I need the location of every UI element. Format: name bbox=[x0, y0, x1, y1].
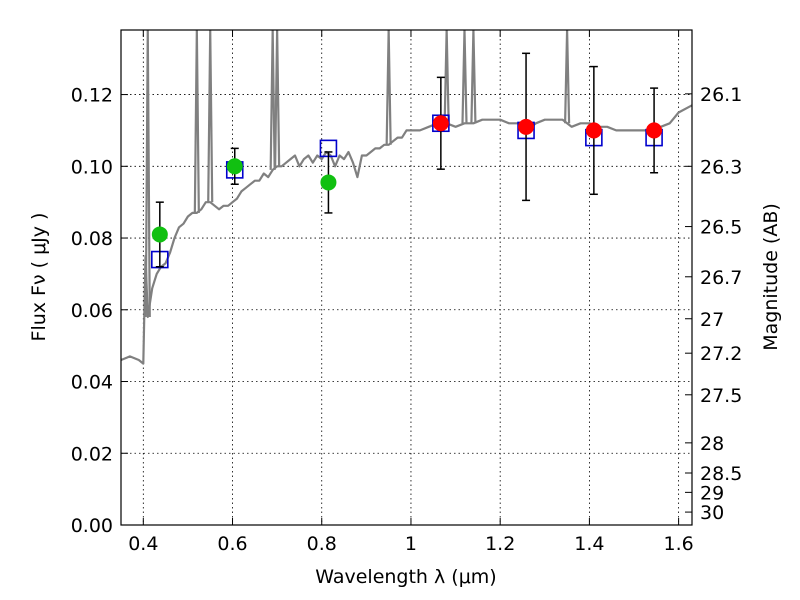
x-tick-label: 1 bbox=[405, 533, 417, 555]
emission-spike bbox=[193, 30, 200, 213]
y2-tick-label: 28.5 bbox=[700, 463, 742, 485]
emission-spike bbox=[144, 30, 151, 317]
x-tick-label: 1.6 bbox=[664, 533, 694, 555]
x-tick-label: 0.8 bbox=[307, 533, 337, 555]
emission-spike bbox=[470, 30, 477, 124]
x-tick-label: 0.6 bbox=[217, 533, 247, 555]
y-tick-label: 0.00 bbox=[71, 515, 113, 537]
y2-axis-label: Magnitude (AB) bbox=[760, 203, 782, 351]
emission-spike bbox=[207, 30, 214, 203]
y2-tick-label: 29 bbox=[700, 482, 724, 504]
grid-lines bbox=[121, 30, 692, 526]
red-data-point bbox=[646, 122, 663, 139]
emission-spike bbox=[443, 30, 450, 124]
y2-tick-label: 27.2 bbox=[700, 343, 742, 365]
y2-tick-label: 26.7 bbox=[700, 267, 742, 289]
y2-tick-label: 26.3 bbox=[700, 156, 742, 178]
y2-tick-label: 26.5 bbox=[700, 217, 742, 239]
x-tick-label: 1.2 bbox=[485, 533, 515, 555]
x-tick-label: 0.4 bbox=[128, 533, 158, 555]
emission-spike bbox=[385, 30, 392, 145]
model-spectrum-line bbox=[121, 104, 692, 365]
y2-tick-label: 27 bbox=[700, 309, 724, 331]
y-tick-label: 0.08 bbox=[71, 228, 113, 250]
green-data-point bbox=[151, 226, 168, 243]
y-axis-label: Flux Fν ( μJy ) bbox=[28, 213, 50, 342]
emission-spike bbox=[461, 30, 468, 124]
y-tick-label: 0.10 bbox=[71, 156, 113, 178]
y2-tick-label: 26.1 bbox=[700, 84, 742, 106]
y-tick-label: 0.12 bbox=[71, 85, 113, 107]
y2-tick-label: 27.5 bbox=[700, 385, 742, 407]
axis-ticks: 0.4 0.6 0.8 1 1.2 1.4 1.6 0.00 0.02 0.04 0.06 0.08 0… bbox=[71, 30, 742, 555]
red-data-point bbox=[518, 118, 535, 135]
x-axis-label: Wavelength λ (μm) bbox=[315, 566, 496, 588]
y-tick-label: 0.04 bbox=[71, 372, 113, 394]
red-data-point bbox=[432, 115, 449, 132]
emission-spike bbox=[563, 30, 571, 124]
emission-spike bbox=[269, 30, 276, 170]
red-data-point bbox=[585, 122, 602, 139]
green-data-point bbox=[320, 174, 337, 191]
y2-tick-label: 28 bbox=[700, 433, 724, 455]
x-tick-label: 1.4 bbox=[574, 533, 604, 555]
y2-tick-label: 30 bbox=[700, 502, 724, 524]
y-tick-label: 0.02 bbox=[71, 443, 113, 465]
plot-content bbox=[121, 30, 692, 365]
green-data-point bbox=[226, 158, 243, 175]
y-tick-label: 0.06 bbox=[71, 300, 113, 322]
emission-spike bbox=[274, 30, 281, 167]
plot-frame bbox=[120, 29, 693, 526]
